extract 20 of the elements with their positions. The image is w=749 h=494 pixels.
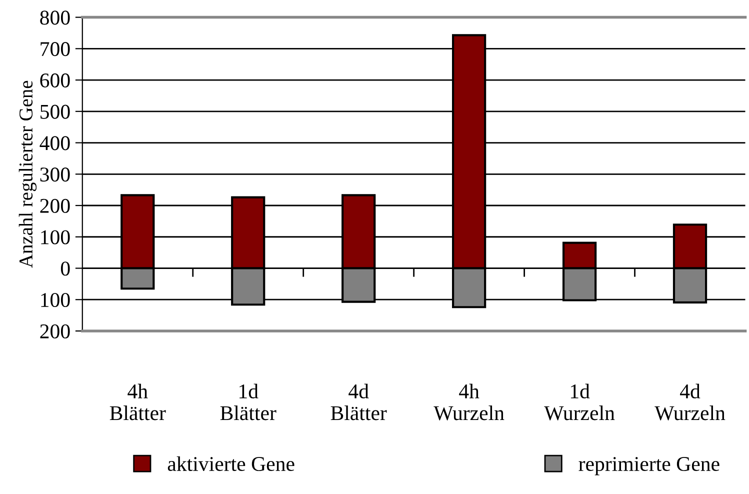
x-tick-label: 1d Wurzeln (544, 384, 615, 420)
y-tick-label: 100 (41, 230, 70, 244)
y-tick-label: 500 (40, 104, 70, 119)
y-tick-label: 200 (40, 324, 70, 338)
x-tick-label: 4h Blätter (110, 384, 166, 420)
y-axis-title: Anzahl regulierter Gene (18, 80, 37, 268)
x-tick-label: 4d Wurzeln (654, 384, 726, 420)
x-tick-label: 1d Blätter (220, 384, 276, 420)
x-tick-label: 4h Wurzeln (434, 384, 504, 420)
y-tick-label: 0 (60, 262, 70, 276)
y-tick-label: 200 (40, 198, 70, 213)
y-tick-label: 400 (40, 136, 70, 150)
y-tick-label: 100 (41, 292, 70, 308)
legend-label: reprimierte Gene (578, 457, 720, 476)
y-tick-label: 300 (40, 168, 70, 182)
y-tick-label: 600 (40, 73, 70, 88)
x-tick-label: 4d Blätter (330, 384, 387, 420)
legend-label: aktivierte Gene (168, 456, 294, 472)
y-tick-label: 700 (40, 42, 70, 56)
y-tick-label: 800 (40, 10, 70, 25)
